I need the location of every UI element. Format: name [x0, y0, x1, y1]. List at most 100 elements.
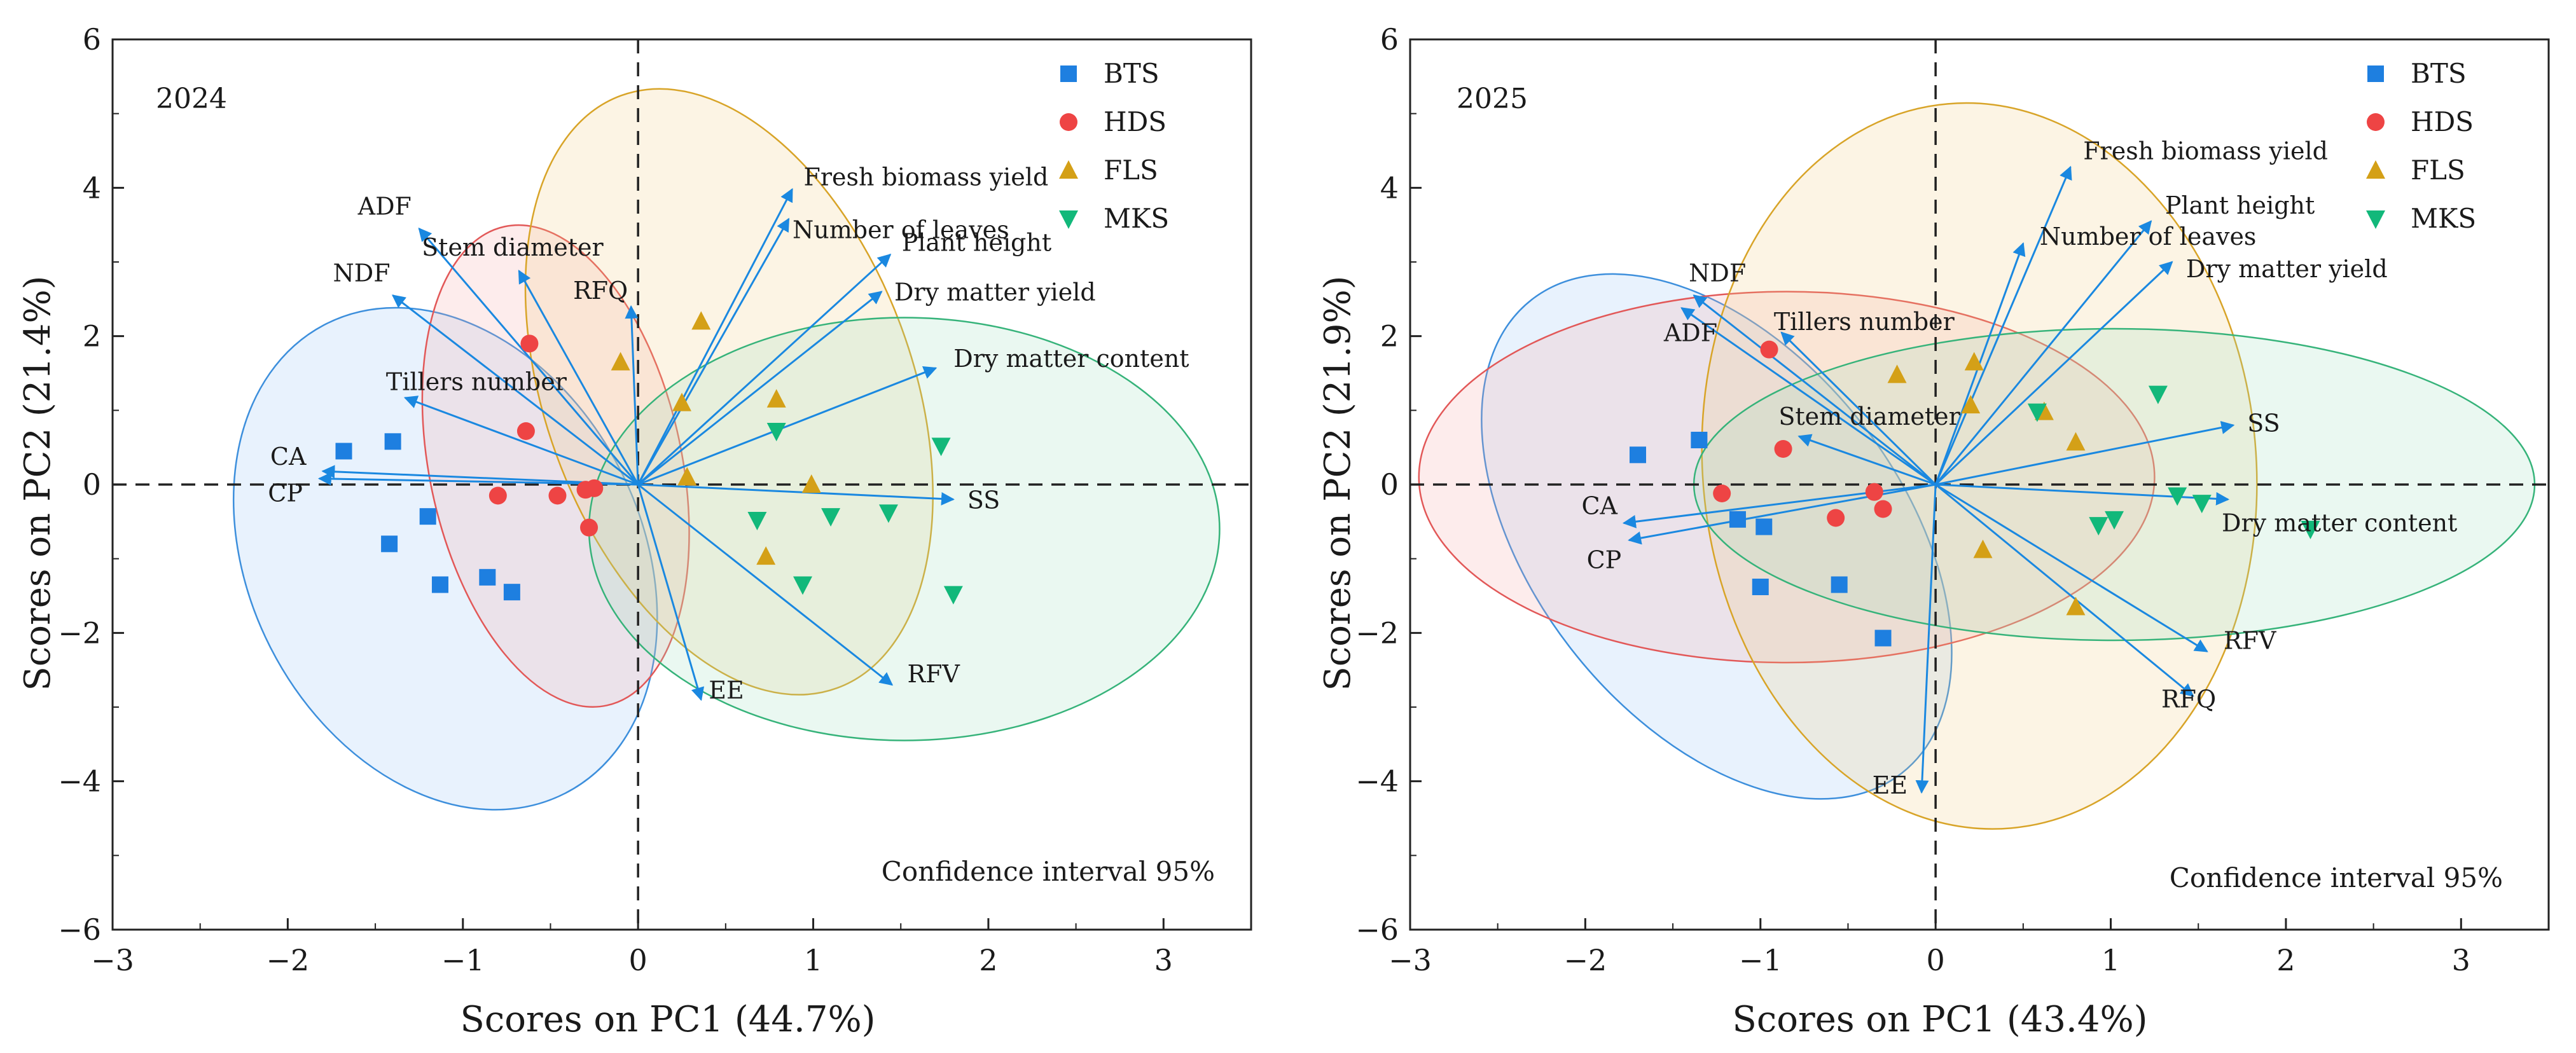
- point-fls: [2066, 432, 2086, 451]
- loading-arrow-cp: [1628, 483, 1936, 545]
- panel-2024: −3 −2 −1 0 1 2 3 −6 −4 −2 0 2 4 6 ADF NDF Stem diameter…: [17, 22, 1252, 1040]
- point-bts: [335, 443, 352, 460]
- loading-arrow-rfv: [1935, 483, 2208, 652]
- point-mks: [821, 508, 841, 527]
- loading-arrows: [317, 188, 955, 701]
- point-fls: [677, 467, 697, 486]
- y-tick-label: 2: [1380, 319, 1399, 354]
- legend-marker-hds: [2367, 113, 2385, 131]
- point-bts: [431, 576, 448, 593]
- point-bts: [1831, 576, 1848, 593]
- point-mks: [2089, 517, 2109, 536]
- loading-label-plant-height: Plant height: [902, 228, 1051, 256]
- x-tick-label: 2: [979, 943, 997, 977]
- legend-label-fls: FLS: [1104, 155, 1158, 186]
- loading-arrow-rfq: [625, 305, 639, 485]
- point-bts: [1755, 518, 1773, 535]
- loading-arrow-fresh-biomass-yield: [637, 188, 793, 485]
- legend-label-mks: MKS: [1104, 203, 1169, 234]
- point-fls: [1887, 364, 1907, 383]
- loading-label-ca: CA: [270, 443, 307, 471]
- loading-arrow-adf: [1680, 307, 1937, 486]
- loading-label-stem-diameter: Stem diameter: [422, 233, 604, 261]
- point-bts: [419, 508, 436, 525]
- point-hds: [548, 486, 567, 505]
- legend-label-bts: BTS: [2411, 58, 2467, 89]
- point-mks: [747, 512, 767, 530]
- point-fls: [691, 311, 711, 330]
- point-hds: [1760, 340, 1778, 359]
- y-tick-label: −4: [58, 764, 101, 799]
- point-bts: [384, 433, 401, 450]
- point-mks: [2168, 487, 2187, 506]
- legend-label-hds: HDS: [2411, 106, 2474, 137]
- loading-arrow-adf: [418, 227, 639, 485]
- loading-label-tillers-number: Tillers number: [386, 368, 567, 396]
- point-hds: [520, 334, 539, 353]
- point-fls: [1973, 539, 1993, 558]
- loading-label-rfv: RFV: [907, 660, 960, 688]
- confidence-interval-note: Confidence interval 95%: [2170, 862, 2503, 893]
- legend-marker-fls: [1059, 160, 1078, 179]
- ellipses: [1418, 102, 2536, 830]
- legend-label-fls: FLS: [2411, 155, 2465, 186]
- loading-arrow-ndf: [1693, 294, 1937, 486]
- point-bts: [503, 584, 520, 601]
- y-tick-label: −6: [1355, 912, 1399, 947]
- point-hds: [1865, 483, 1883, 501]
- x-tick-label: 3: [2452, 943, 2470, 977]
- loading-arrow-ca: [1622, 483, 1936, 528]
- loading-labels: Fresh biomass yield Plant height Number of…: [1581, 137, 2457, 799]
- y-tick-label: 0: [1380, 467, 1399, 502]
- loading-arrow-stem-diameter: [1797, 434, 1936, 486]
- point-mks: [766, 423, 786, 441]
- loading-arrow-ss: [1935, 421, 2235, 486]
- y-tick-label: −4: [1355, 764, 1399, 799]
- loading-arrow-stem-diameter: [518, 270, 639, 485]
- axes: −3 −2 −1 0 1 2 3 −6 −4 −2 0 2 4 6: [1355, 22, 2470, 977]
- legend-label-mks: MKS: [2411, 203, 2476, 234]
- x-tick-label: 2: [2276, 943, 2295, 977]
- point-fls: [801, 474, 821, 493]
- point-bts: [1691, 432, 1708, 448]
- loading-label-fresh-biomass-yield: Fresh biomass yield: [803, 163, 1048, 191]
- x-tick-label: 1: [804, 943, 822, 977]
- point-mks: [2148, 385, 2168, 404]
- loading-label-cp: CP: [1587, 546, 1622, 574]
- loading-label-dry-matter-yield: Dry matter yield: [2186, 255, 2388, 283]
- point-fls: [672, 392, 691, 411]
- point-mks: [2192, 495, 2212, 514]
- loading-label-adf: ADF: [357, 193, 412, 221]
- point-bts: [1752, 579, 1769, 595]
- x-tick-label: −2: [1563, 943, 1607, 977]
- point-bts: [1630, 446, 1646, 464]
- loading-arrow-dry-matter-yield: [1935, 261, 2173, 486]
- loading-label-number-of-leaves: Number of leaves: [2040, 223, 2257, 251]
- confidence-ellipse-hds: [1418, 291, 2156, 664]
- confidence-ellipse-fls: [1701, 102, 2258, 830]
- points: [335, 311, 963, 605]
- point-hds: [1774, 440, 1792, 458]
- loading-labels: ADF NDF Stem diameter RFQ Fresh biomass yiel…: [268, 163, 1189, 705]
- loading-label-ca: CA: [1581, 492, 1617, 520]
- loading-arrow-fresh-biomass-yield: [1934, 165, 2072, 485]
- point-bts: [381, 535, 398, 553]
- y-tick-label: 0: [83, 467, 101, 502]
- loading-label-ee: EE: [709, 676, 744, 704]
- loading-label-fresh-biomass-yield: Fresh biomass yield: [2083, 137, 2328, 165]
- point-fls: [1961, 395, 1981, 414]
- loading-arrow-tillers-number: [403, 396, 639, 486]
- loading-arrow-ndf: [391, 294, 639, 486]
- legend-marker-mks: [1059, 210, 1078, 229]
- point-fls: [2066, 596, 2086, 616]
- x-axis-title: Scores on PC1 (43.4%): [1732, 999, 2147, 1040]
- point-hds: [1713, 485, 1731, 502]
- loading-label-ndf: NDF: [333, 259, 391, 287]
- point-bts: [479, 568, 496, 586]
- point-mks: [2105, 511, 2124, 530]
- point-hds: [488, 486, 507, 505]
- point-mks: [2301, 521, 2320, 539]
- loading-arrow-plant-height: [637, 253, 892, 486]
- loading-label-ndf: NDF: [1689, 259, 1746, 287]
